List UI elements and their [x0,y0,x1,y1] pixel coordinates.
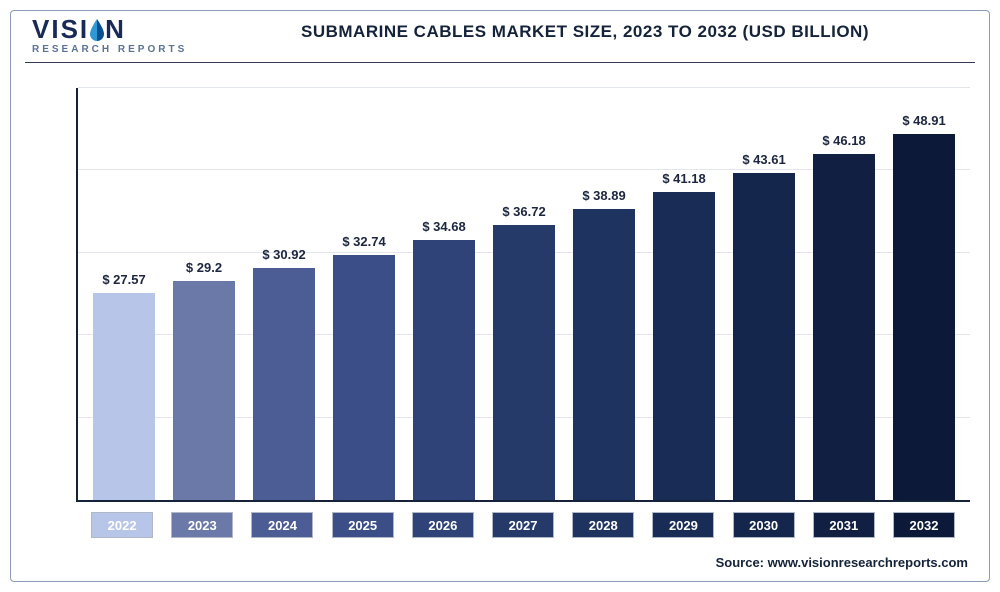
x-tick: 2028 [563,510,643,540]
bar-slot: $ 46.18 [804,88,884,500]
bar-slot: $ 41.18 [644,88,724,500]
bar [653,192,715,500]
x-tick: 2024 [242,510,322,540]
bar-value-label: $ 27.57 [102,272,145,287]
bar-slot: $ 32.74 [324,88,404,500]
bar [493,225,555,500]
bar [733,173,795,500]
chart-plot-area: $ 27.57 $ 29.2 $ 30.92 $ 32.74 $ 34.68 $ 36.7… [76,88,970,502]
bar-slot: $ 48.91 [884,88,964,500]
bar [893,134,955,500]
x-tick: 2031 [804,510,884,540]
x-axis-year-box: 2029 [652,512,714,538]
x-axis-year-box: 2031 [813,512,875,538]
bar-slot: $ 43.61 [724,88,804,500]
logo-subtitle: RESEARCH REPORTS [32,44,192,55]
chart-title: SUBMARINE CABLES MARKET SIZE, 2023 TO 20… [200,22,970,42]
x-axis-year-box: 2027 [492,512,554,538]
bar [573,209,635,500]
bar-value-label: $ 43.61 [742,152,785,167]
x-tick: 2027 [483,510,563,540]
x-tick: 2022 [82,510,162,540]
x-tick: 2025 [323,510,403,540]
bar-value-label: $ 46.18 [822,133,865,148]
bar [173,281,235,500]
bar-value-label: $ 30.92 [262,247,305,262]
bar [253,268,315,500]
x-axis-year-box: 2023 [171,512,233,538]
x-axis-year-box: 2026 [412,512,474,538]
bar-value-label: $ 41.18 [662,171,705,186]
bar-slot: $ 34.68 [404,88,484,500]
x-axis-year-box: 2022 [91,512,153,538]
bar-slot: $ 36.72 [484,88,564,500]
bar [413,240,475,500]
bar-value-label: $ 48.91 [902,113,945,128]
bar-value-label: $ 32.74 [342,234,385,249]
bar-slot: $ 30.92 [244,88,324,500]
bar [333,255,395,500]
bar [813,154,875,500]
bar-value-label: $ 34.68 [422,219,465,234]
bar-value-label: $ 38.89 [582,188,625,203]
x-axis: 2022 2023 2024 2025 2026 2027 2028 2029 2030 2031… [76,510,970,540]
x-axis-year-box: 2030 [733,512,795,538]
bar-slot: $ 27.57 [84,88,164,500]
bar-slot: $ 29.2 [164,88,244,500]
logo-main-text: VISI N [32,16,192,42]
bar-value-label: $ 29.2 [186,260,222,275]
logo-text-right: N [105,14,126,44]
x-axis-year-box: 2032 [893,512,955,538]
source-attribution: Source: www.visionresearchreports.com [716,555,968,570]
x-tick: 2026 [403,510,483,540]
bar-slot: $ 38.89 [564,88,644,500]
bars-container: $ 27.57 $ 29.2 $ 30.92 $ 32.74 $ 34.68 $ 36.7… [78,88,970,500]
title-rule [25,62,975,63]
brand-logo: VISI N RESEARCH REPORTS [32,16,192,68]
x-tick: 2029 [643,510,723,540]
bar-value-label: $ 36.72 [502,204,545,219]
x-tick: 2032 [884,510,964,540]
x-axis-year-box: 2028 [572,512,634,538]
logo-text-left: VISI [32,14,89,44]
x-axis-year-box: 2024 [251,512,313,538]
bar [93,293,155,500]
x-tick: 2030 [724,510,804,540]
droplet-icon [89,19,105,41]
x-axis-year-box: 2025 [332,512,394,538]
x-tick: 2023 [162,510,242,540]
